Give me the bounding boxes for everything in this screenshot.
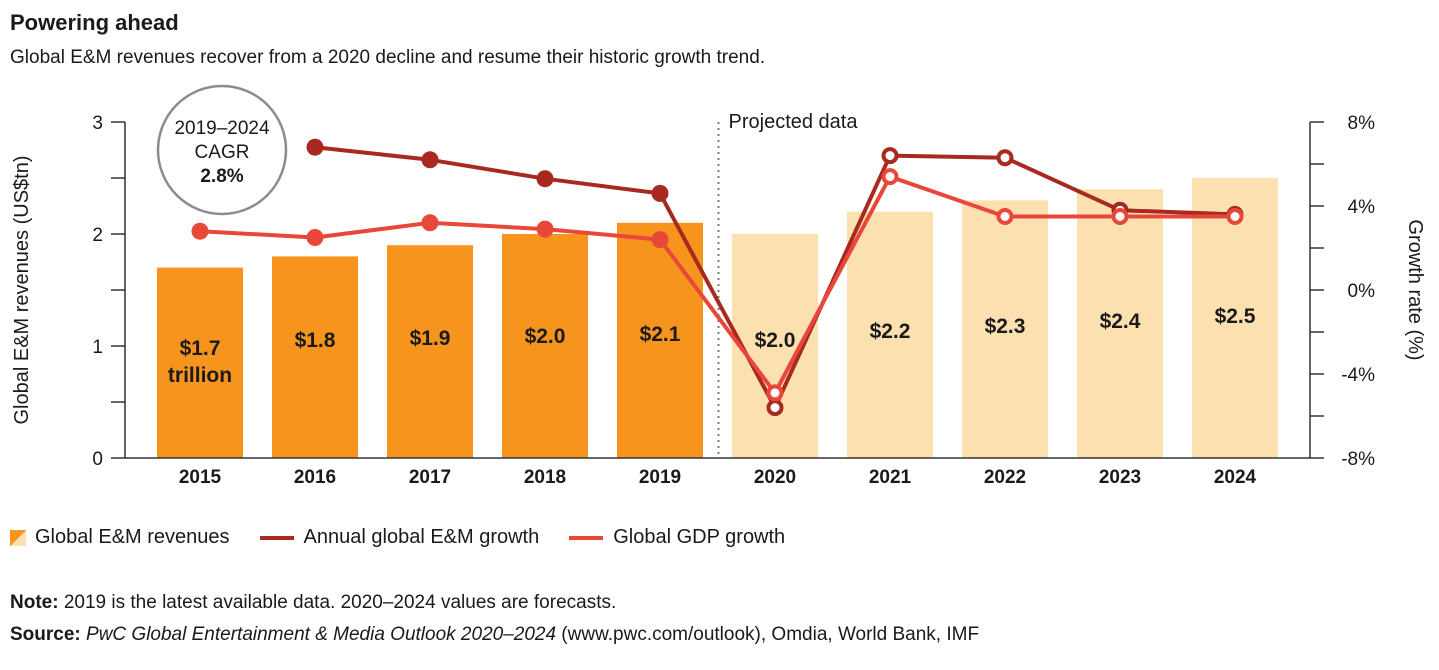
point-em-growth-2022 [996, 149, 1014, 167]
point-gdp-growth-2024 [1226, 208, 1244, 225]
x-tick-label-2024: 2024 [1214, 467, 1257, 488]
legend-label-em-growth: Annual global E&M growth [303, 526, 540, 548]
right-axis-tick-label: 0% [1348, 281, 1376, 302]
source-text: (www.pwc.com/outlook), Omdia, World Bank… [556, 624, 980, 645]
right-axis-tick-label: -4% [1341, 365, 1375, 386]
legend-item-gdp-growth: Global GDP growth [569, 526, 785, 549]
right-axis-title: Growth rate (%) [1404, 219, 1426, 360]
chart-subtitle: Global E&M revenues recover from a 2020 … [10, 47, 766, 68]
point-gdp-growth-2018 [536, 220, 554, 238]
bar-value-label-2023: $2.4 [1100, 310, 1141, 333]
bar-value-label-2019: $2.1 [640, 323, 681, 346]
bar-2016 [272, 256, 358, 458]
point-gdp-growth-2019 [651, 231, 669, 249]
source-title: PwC Global Entertainment & Media Outlook… [86, 624, 557, 645]
bar-value-label-2020: $2.0 [755, 329, 796, 352]
point-em-growth-2019 [651, 184, 669, 202]
right-axis-tick-label: 8% [1348, 113, 1376, 134]
bar-value-label-2015: $1.7 [180, 337, 221, 360]
point-em-growth-2021 [881, 147, 899, 165]
left-axis-tick-label: 3 [92, 113, 103, 134]
note: Note: 2019 is the latest available data.… [10, 592, 616, 614]
bar-value-label-2022: $2.3 [985, 315, 1026, 338]
x-tick-label-2020: 2020 [754, 467, 796, 488]
bar-value-label-2015: trillion [168, 364, 232, 387]
left-axis-tick-label: 0 [92, 449, 103, 470]
bar-2019 [617, 222, 703, 458]
bar-2017 [387, 245, 473, 458]
source: Source: PwC Global Entertainment & Media… [10, 624, 979, 646]
bar-value-label-2018: $2.0 [525, 325, 566, 348]
legend-swatch-revenues [10, 529, 26, 546]
bar-value-label-2016: $1.8 [295, 329, 336, 352]
point-gdp-growth-2022 [996, 208, 1014, 225]
point-gdp-growth-2016 [306, 229, 324, 246]
bar-2015 [157, 267, 243, 458]
note-text: 2019 is the latest available data. 2020–… [58, 592, 617, 613]
point-gdp-growth-2021 [881, 168, 899, 186]
legend-item-revenues: Global E&M revenues [10, 526, 230, 549]
x-tick-label-2019: 2019 [639, 467, 681, 488]
bar-2021 [847, 211, 933, 458]
x-tick-label-2023: 2023 [1099, 467, 1141, 488]
point-gdp-growth-2023 [1111, 208, 1129, 225]
point-gdp-growth-2020 [766, 384, 784, 402]
right-axis-tick-label: -8% [1341, 449, 1375, 470]
bar-2018 [502, 234, 588, 458]
legend-item-em-growth: Annual global E&M growth [259, 526, 540, 549]
x-tick-label-2022: 2022 [984, 467, 1026, 488]
cagr-badge [156, 84, 288, 216]
cagr-label: CAGR [195, 142, 250, 163]
cagr-value: 2.8% [200, 166, 243, 187]
x-tick-label-2016: 2016 [294, 467, 336, 488]
bar-value-label-2017: $1.9 [410, 327, 451, 350]
legend: Global E&M revenues Annual global E&M gr… [10, 526, 815, 549]
point-em-growth-2018 [536, 170, 554, 188]
projection-label: Projected data [729, 111, 859, 133]
x-tick-label-2018: 2018 [524, 467, 566, 488]
left-axis-tick-label: 2 [92, 225, 103, 246]
legend-label-revenues: Global E&M revenues [35, 526, 230, 548]
legend-swatch-em-growth [259, 535, 294, 540]
bar-2022 [962, 200, 1048, 458]
point-gdp-growth-2017 [421, 214, 439, 232]
x-tick-label-2015: 2015 [179, 467, 222, 488]
note-label: Note: [10, 592, 59, 613]
x-tick-label-2017: 2017 [409, 467, 451, 488]
bar-value-label-2021: $2.2 [870, 320, 911, 343]
cagr-period: 2019–2024 [174, 118, 270, 139]
bar-2023 [1077, 189, 1163, 458]
bar-value-label-2024: $2.5 [1215, 305, 1256, 328]
chart-title: Powering ahead [10, 10, 179, 35]
legend-swatch-gdp-growth [569, 535, 604, 540]
x-tick-label-2021: 2021 [869, 467, 912, 488]
right-axis-tick-label: 4% [1348, 197, 1376, 218]
left-axis-tick-label: 1 [92, 337, 103, 358]
source-label: Source: [10, 624, 81, 645]
point-em-growth-2020 [766, 399, 784, 417]
chart: 0 1 2 3 Global E&M revenues (US$tn) -8% -4% 0% 4… [11, 84, 1426, 488]
point-em-growth-2017 [421, 151, 439, 169]
left-axis-title: Global E&M revenues (US$tn) [11, 155, 33, 424]
line-gdp-growth [199, 174, 1235, 395]
legend-label-gdp-growth: Global GDP growth [613, 526, 786, 548]
point-em-growth-2016 [306, 138, 324, 156]
point-gdp-growth-2015 [191, 222, 209, 240]
